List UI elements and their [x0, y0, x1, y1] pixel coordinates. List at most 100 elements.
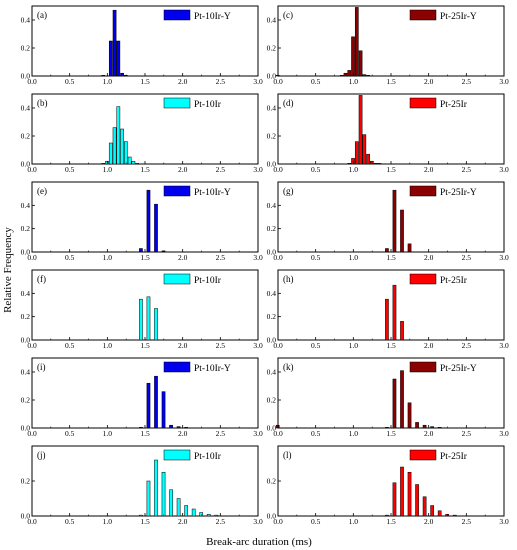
x-tick-label: 0.0: [273, 165, 283, 174]
x-tick-label: 0.5: [311, 77, 321, 86]
x-tick-label: 0.0: [27, 77, 37, 86]
panel-label: (f): [37, 274, 46, 284]
histogram-bar: [108, 40, 113, 77]
x-tick-label: 0.5: [65, 77, 75, 86]
x-tick-label: 3.0: [253, 165, 263, 174]
x-tick-label: 0.5: [311, 429, 321, 438]
y-tick-label: 0.4: [267, 16, 277, 25]
x-tick-label: 2.0: [424, 77, 434, 86]
legend-swatch: [163, 9, 191, 21]
histogram-bar: [101, 75, 106, 77]
histogram-bar: [407, 243, 412, 253]
panel-label: (i): [37, 362, 46, 372]
histogram-bar: [139, 514, 143, 517]
histogram-bar: [415, 484, 419, 517]
histogram-bar: [358, 50, 363, 77]
x-tick-label: 1.5: [140, 77, 150, 86]
x-tick-label: 2.0: [424, 429, 434, 438]
y-tick-label: 0.0: [21, 160, 31, 169]
x-tick-label: 1.5: [386, 253, 396, 262]
x-tick-label: 3.0: [499, 165, 509, 174]
x-tick-label: 2.0: [178, 77, 188, 86]
panel-label: (j): [37, 450, 46, 460]
legend-swatch: [409, 361, 437, 373]
x-tick-label: 0.0: [273, 341, 283, 350]
y-tick-label: 0.0: [267, 336, 277, 345]
histogram-bar: [176, 498, 181, 517]
x-tick-label: 1.5: [140, 165, 150, 174]
legend-label: Pt-10Ir: [194, 276, 222, 286]
x-tick-label: 1.5: [140, 517, 150, 526]
panel-label: (k): [283, 362, 294, 372]
x-tick-label: 2.5: [462, 165, 472, 174]
y-tick-label: 0.0: [267, 512, 277, 521]
x-tick-label: 0.5: [311, 253, 321, 262]
x-tick-label: 0.5: [311, 341, 321, 350]
histogram-bar: [146, 480, 151, 517]
y-tick-label: 0.0: [267, 160, 277, 169]
x-axis-title: Break-arc duration (ms): [206, 536, 312, 548]
histogram-bar: [437, 427, 442, 429]
y-tick-label: 0.2: [21, 477, 31, 486]
histogram-bar: [366, 75, 370, 77]
y-tick-label: 0.4: [21, 289, 31, 298]
x-tick-label: 1.5: [386, 341, 396, 350]
legend-label: Pt-25Ir: [440, 100, 468, 110]
histogram-bar: [146, 296, 151, 341]
x-tick-label: 2.0: [424, 341, 434, 350]
histogram-bar: [154, 375, 158, 429]
x-tick-label: 1.0: [349, 341, 359, 350]
panel-label: (c): [283, 10, 293, 20]
histogram-bar: [415, 422, 419, 429]
histogram-bar: [366, 153, 370, 165]
y-tick-label: 0.2: [267, 132, 277, 141]
x-tick-label: 3.0: [253, 341, 263, 350]
x-tick-label: 0.0: [273, 517, 283, 526]
histogram-bar: [135, 163, 139, 165]
x-tick-label: 2.5: [216, 341, 226, 350]
histogram-bar: [154, 459, 158, 517]
histogram-bar: [347, 70, 352, 77]
legend-label: Pt-10Ir-Y: [194, 12, 231, 22]
histogram-bar: [139, 298, 143, 341]
histogram-bar: [101, 163, 106, 165]
x-tick-label: 2.5: [462, 517, 472, 526]
histogram-bar: [343, 72, 348, 77]
x-tick-label: 3.0: [499, 77, 509, 86]
panel-h: 0.0 0.5 1.0 1.5 2.0 2.5 3.0 0.0 0.2 0.4 (h) Pt-25Ir: [267, 269, 509, 350]
histogram-bar: [437, 510, 442, 517]
y-tick-label: 0.2: [267, 477, 277, 486]
histogram-bar: [139, 427, 143, 429]
histogram-bar: [131, 160, 136, 165]
panel-c: 0.0 0.5 1.0 1.5 2.0 2.5 3.0 0.0 0.2 0.4 (c) Pt-25Ir…: [267, 5, 509, 86]
histogram-bar: [116, 106, 121, 165]
x-tick-label: 2.5: [462, 341, 472, 350]
histogram-bar: [452, 514, 457, 517]
y-tick-label: 0.2: [21, 132, 31, 141]
histogram-bar: [191, 508, 196, 517]
x-tick-label: 3.0: [499, 253, 509, 262]
x-tick-label: 1.5: [140, 253, 150, 262]
histogram-bar: [430, 505, 434, 517]
x-tick-label: 0.0: [27, 165, 37, 174]
y-tick-label: 0.0: [267, 248, 277, 257]
plot-frame: [31, 93, 259, 165]
x-tick-label: 2.5: [216, 77, 226, 86]
histogram-bar: [358, 95, 363, 165]
histogram-bar: [184, 427, 188, 429]
x-tick-label: 2.0: [178, 165, 188, 174]
histogram-bar: [400, 209, 404, 253]
histogram-bar: [400, 321, 404, 341]
x-tick-label: 0.0: [27, 429, 37, 438]
y-tick-label: 0.2: [267, 312, 277, 321]
legend-label: Pt-25Ir: [440, 276, 468, 286]
y-tick-label: 0.2: [267, 44, 277, 53]
x-tick-label: 0.5: [311, 165, 321, 174]
histogram-bar: [392, 378, 397, 429]
x-tick-label: 2.5: [462, 429, 472, 438]
x-tick-label: 0.0: [27, 253, 37, 262]
legend-label: Pt-25Ir: [440, 452, 468, 462]
histogram-bar: [127, 156, 132, 165]
x-tick-label: 1.0: [349, 77, 359, 86]
x-tick-label: 0.5: [65, 341, 75, 350]
